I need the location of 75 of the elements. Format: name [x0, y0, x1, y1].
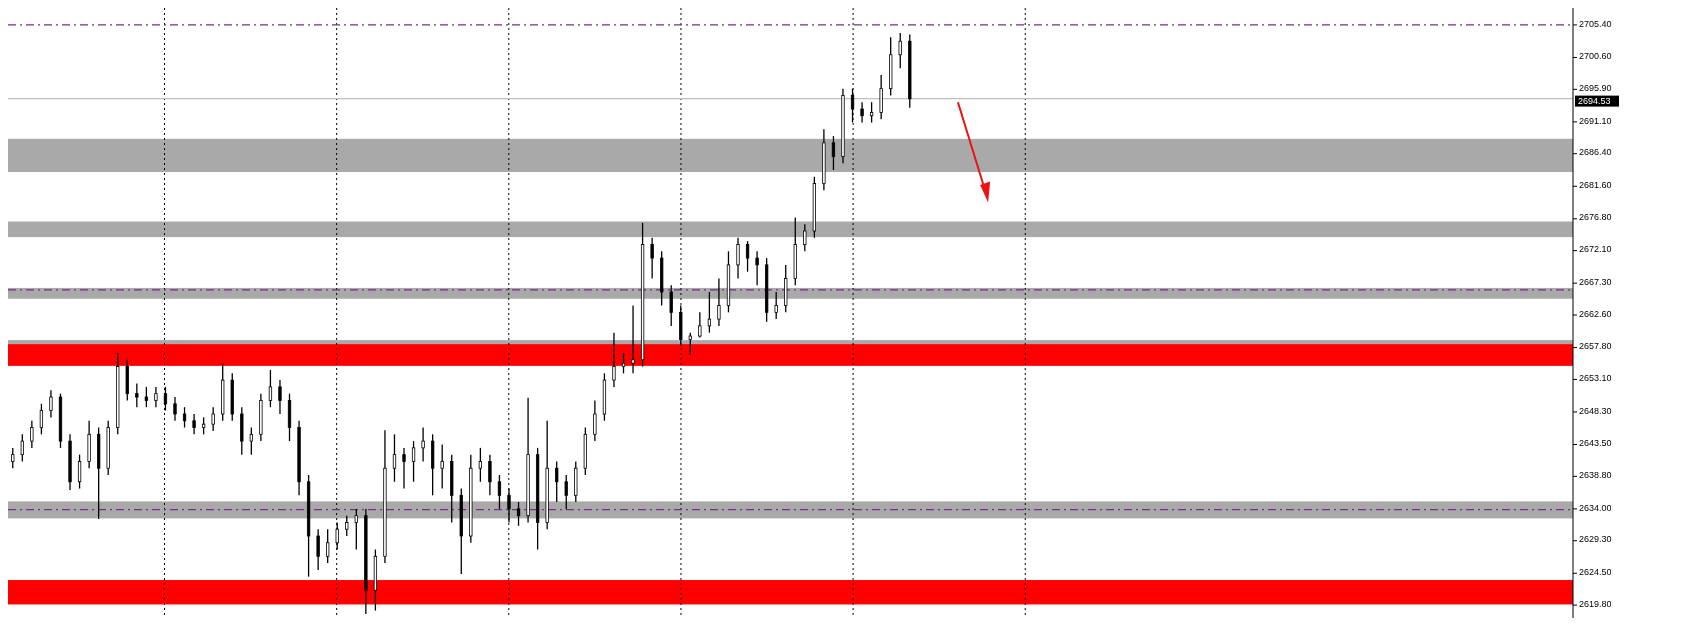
candlestick: [77, 454, 82, 490]
candlestick: [345, 515, 349, 537]
candlestick: [173, 396, 177, 422]
candlestick: [20, 433, 24, 463]
candlestick: [411, 440, 416, 483]
candlestick: [803, 223, 807, 252]
y-tick-label: 2691.10: [1579, 115, 1612, 126]
candlestick: [688, 332, 692, 356]
candlestick: [421, 426, 425, 463]
candlestick: [154, 386, 158, 408]
candlestick: [192, 413, 196, 435]
candlestick: [497, 474, 502, 510]
candlestick: [488, 454, 492, 496]
candlestick: [39, 403, 44, 435]
candlestick: [860, 101, 864, 124]
candlestick: [745, 240, 750, 273]
candlestick: [698, 311, 702, 339]
candlestick: [335, 521, 339, 551]
candlestick: [11, 447, 15, 469]
candlestick: [631, 304, 635, 374]
y-tick-label: 2638.80: [1579, 469, 1612, 480]
candlestick: [555, 460, 559, 503]
candlestick: [144, 386, 149, 408]
y-tick-label: 2653.10: [1579, 373, 1612, 384]
candlestick: [440, 443, 444, 490]
candlestick: [831, 135, 836, 171]
candlestick: [249, 426, 253, 456]
candlestick: [669, 284, 673, 327]
candlestick: [316, 528, 320, 571]
candlestick: [650, 237, 654, 280]
candlestick: [621, 352, 626, 374]
candlestick: [516, 501, 521, 527]
candlestick: [326, 528, 330, 564]
candlestick: [135, 382, 139, 408]
y-tick-label: 2643.50: [1579, 438, 1612, 449]
y-tick-label: 2634.00: [1579, 502, 1612, 513]
candlestick: [707, 291, 712, 334]
candlestick: [507, 487, 511, 524]
candlestick: [898, 32, 902, 69]
y-tick-label: 2672.10: [1579, 244, 1612, 255]
candlestick: [163, 386, 168, 412]
candlestick: [478, 447, 483, 483]
y-tick-label: 2629.30: [1579, 534, 1612, 545]
candlestick: [30, 420, 34, 449]
candlestick: [869, 101, 874, 124]
candlestick: [402, 447, 406, 490]
candlestick: [774, 291, 778, 320]
candlestick: [278, 379, 282, 415]
candlestick: [717, 277, 721, 327]
y-tick-label: 2648.30: [1579, 405, 1612, 416]
y-tick-label: 2676.80: [1579, 212, 1612, 223]
candlestick: [392, 433, 397, 483]
candlestick: [755, 250, 759, 286]
y-tick-label: 2667.30: [1579, 276, 1612, 287]
ref-line-label: 2694.53: [1578, 96, 1611, 107]
y-tick-label: 2619.80: [1579, 598, 1612, 609]
candlestick: [593, 399, 597, 442]
candlestick: [211, 406, 215, 432]
candlestick: [736, 237, 740, 280]
y-tick-label: 2686.40: [1579, 147, 1612, 158]
y-tick-label: 2681.60: [1579, 179, 1612, 190]
y-tick-label: 2657.80: [1579, 341, 1612, 352]
y-tick-label: 2662.60: [1579, 308, 1612, 319]
candlestick: [850, 88, 855, 124]
candlestick: [268, 369, 273, 408]
candlestick: [182, 406, 187, 429]
y-tick-label: 2705.40: [1579, 18, 1612, 29]
y-tick-label: 2695.90: [1579, 82, 1612, 93]
candlestick: [354, 508, 358, 551]
candlestick: [879, 74, 883, 120]
y-tick-label: 2624.50: [1579, 566, 1612, 577]
candlestick: [49, 389, 53, 419]
y-tick-label: 2700.60: [1579, 51, 1612, 62]
candlestick: [612, 332, 616, 388]
candlestick: [564, 474, 568, 510]
